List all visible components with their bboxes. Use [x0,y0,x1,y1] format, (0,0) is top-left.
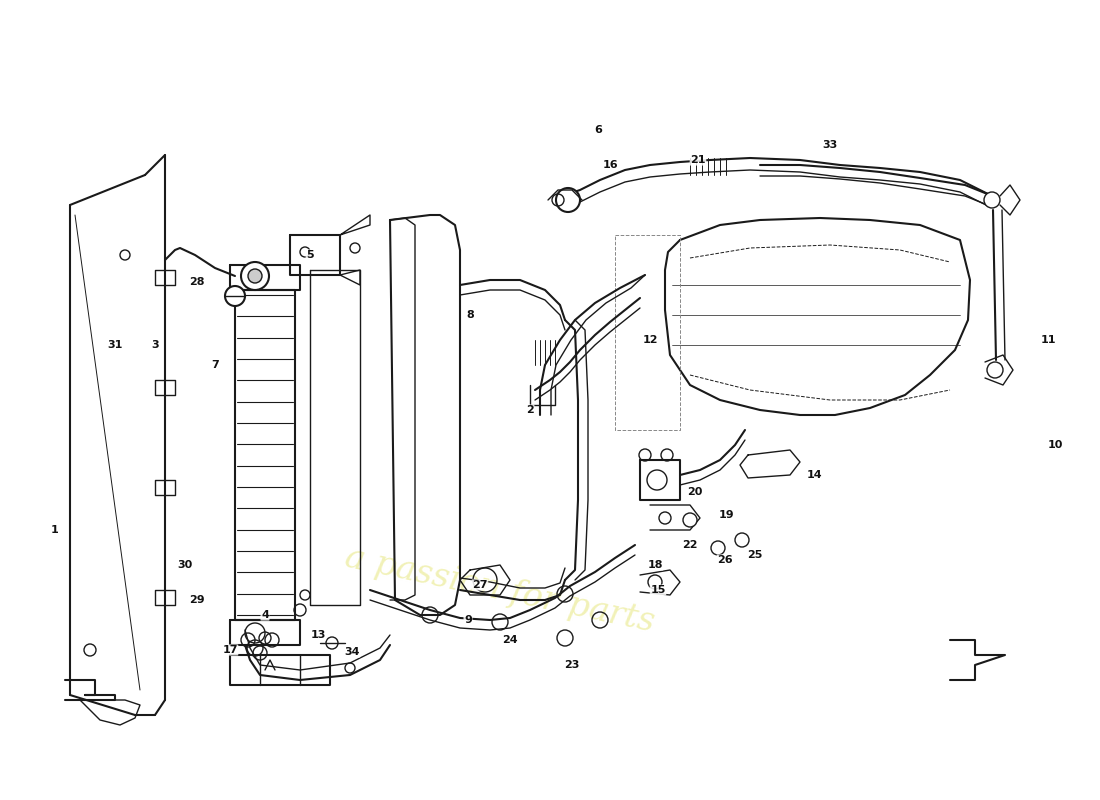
Text: 28: 28 [189,277,205,287]
Text: 2: 2 [526,405,534,415]
Text: 1: 1 [51,525,59,535]
Text: 13: 13 [310,630,326,640]
Text: 27: 27 [472,580,487,590]
Text: 10: 10 [1047,440,1063,450]
Text: 23: 23 [564,660,580,670]
Circle shape [647,470,667,490]
Text: 7: 7 [211,360,219,370]
Circle shape [556,188,580,212]
Text: 25: 25 [747,550,762,560]
Text: 9: 9 [464,615,472,625]
Text: 6: 6 [594,125,602,135]
Text: 29: 29 [189,595,205,605]
Text: 21: 21 [691,155,706,165]
Text: 17: 17 [222,645,238,655]
Text: 18: 18 [647,560,662,570]
Text: 26: 26 [717,555,733,565]
Circle shape [241,262,270,290]
Text: 31: 31 [108,340,123,350]
Text: 30: 30 [177,560,192,570]
Text: 34: 34 [344,647,360,657]
Text: 16: 16 [602,160,618,170]
Text: 12: 12 [642,335,658,345]
Circle shape [984,192,1000,208]
Circle shape [987,362,1003,378]
Circle shape [245,623,265,643]
Text: 24: 24 [503,635,518,645]
Text: 15: 15 [650,585,666,595]
Circle shape [226,286,245,306]
Text: 19: 19 [718,510,734,520]
Text: 3: 3 [151,340,158,350]
Circle shape [683,513,697,527]
Text: 11: 11 [1041,335,1056,345]
Text: 20: 20 [688,487,703,497]
Circle shape [248,269,262,283]
Text: 8: 8 [466,310,474,320]
Text: 5: 5 [306,250,313,260]
Text: 33: 33 [823,140,837,150]
Text: 14: 14 [807,470,823,480]
Text: 4: 4 [261,610,268,620]
Text: a passion for parts: a passion for parts [342,542,658,638]
Text: 22: 22 [682,540,697,550]
